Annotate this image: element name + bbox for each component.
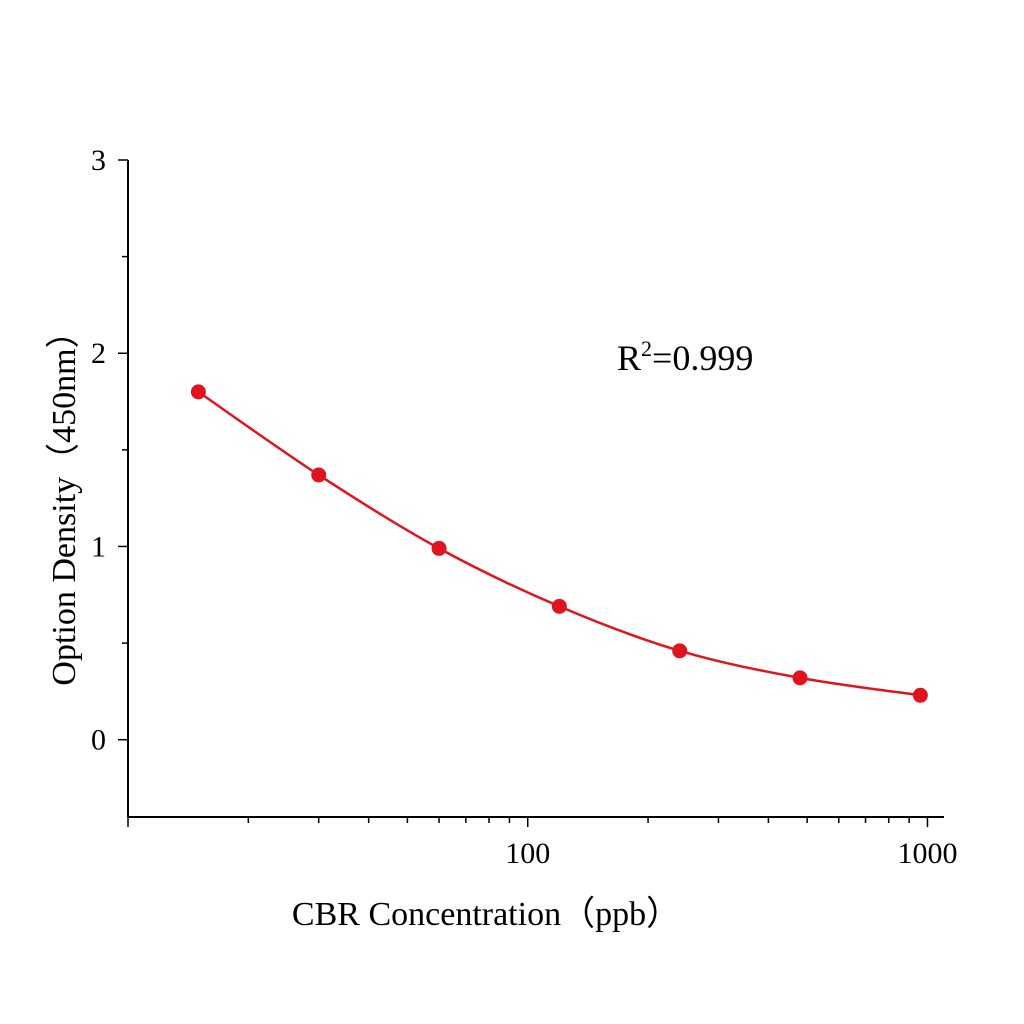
- y-tick-label-2: 2: [91, 337, 106, 370]
- axes: [127, 160, 944, 818]
- data-point-0: [190, 384, 206, 400]
- x-axis-title: CBR Concentration（ppb）: [292, 895, 680, 933]
- y-tick-label-0: 0: [91, 724, 106, 757]
- r-squared-value: =0.999: [652, 338, 753, 378]
- data-point-3: [551, 598, 567, 614]
- y-tick-label-1: 1: [91, 530, 106, 563]
- data-point-6: [912, 687, 928, 703]
- data-points: [190, 384, 928, 703]
- data-point-1: [311, 467, 327, 483]
- y-axis-title: Option Density（450nm）: [45, 314, 83, 685]
- x-tick-label-100: 100: [505, 837, 550, 870]
- tick-labels: 0 1 2 3 100 1000: [91, 144, 957, 870]
- data-point-5: [792, 670, 808, 686]
- y-tick-label-3: 3: [91, 144, 106, 177]
- ticks: [118, 159, 929, 827]
- x-tick-label-1000: 1000: [897, 837, 957, 870]
- data-point-4: [672, 643, 688, 659]
- data-point-2: [431, 540, 447, 556]
- r-squared-annotation: R2=0.999: [617, 336, 753, 378]
- r-squared-prefix: R: [617, 338, 641, 378]
- fit-curve: [197, 390, 921, 697]
- r-squared-superscript: 2: [641, 336, 652, 361]
